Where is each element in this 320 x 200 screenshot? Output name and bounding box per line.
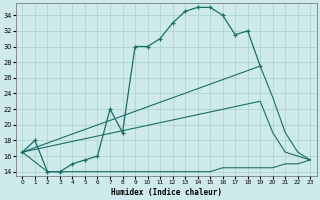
X-axis label: Humidex (Indice chaleur): Humidex (Indice chaleur) — [111, 188, 222, 197]
